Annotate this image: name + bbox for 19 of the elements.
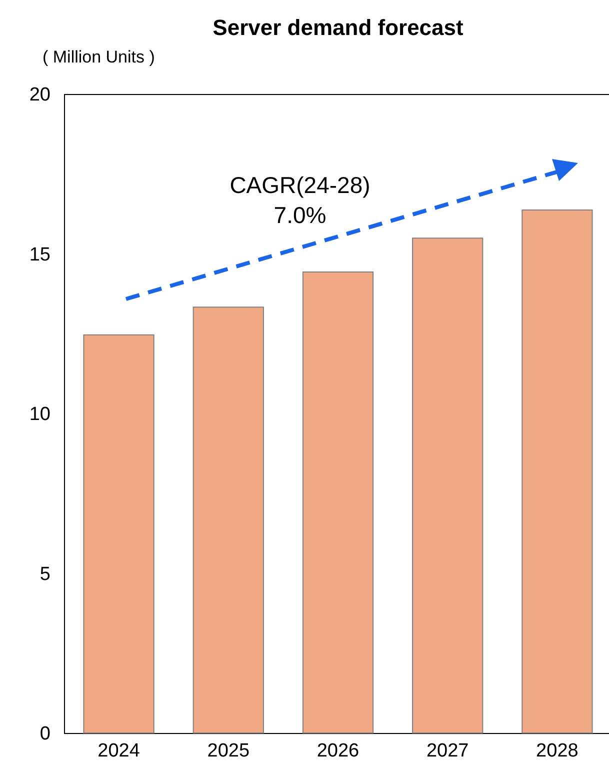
- bar: [412, 238, 484, 734]
- annotation: 7.0%: [272, 201, 328, 230]
- bar: [522, 209, 593, 734]
- y-axis-title: ( Million Units ): [42, 48, 155, 66]
- chart-title: Server demand forecast: [212, 15, 464, 40]
- bar: [192, 306, 264, 734]
- y-tick-label: 15: [29, 244, 50, 266]
- x-tick-label: 2024: [98, 740, 140, 762]
- y-tick-label: 5: [40, 564, 50, 585]
- x-tick-label: 2026: [316, 740, 360, 762]
- y-tick-label: 20: [29, 84, 50, 106]
- x-tick-label: 2025: [207, 740, 250, 762]
- annotation: CAGR(24-28): [228, 171, 372, 200]
- y-tick-label: 0: [40, 724, 50, 744]
- x-tick-label: 2028: [536, 740, 578, 762]
- x-tick-label: 2027: [426, 740, 469, 762]
- y-tick-label: 10: [29, 404, 50, 425]
- bar: [302, 271, 374, 734]
- bar: [83, 334, 154, 734]
